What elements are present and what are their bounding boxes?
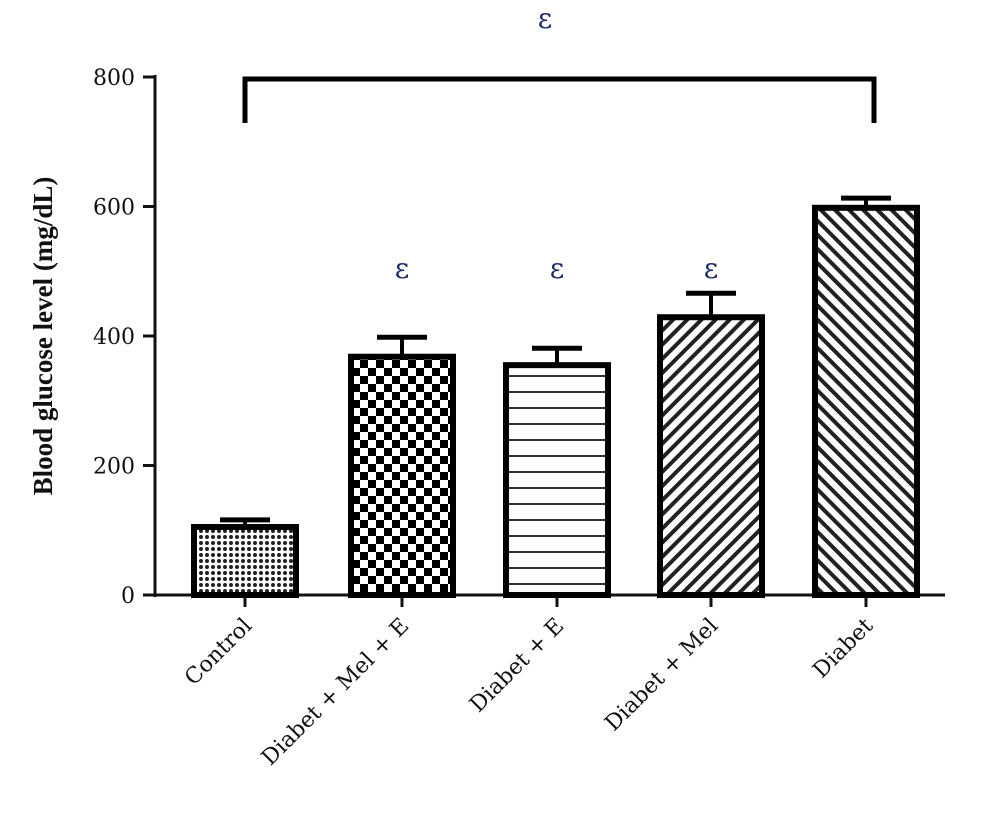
x-tick-label: Diabet + E [465,614,569,718]
y-tick-label: 0 [121,584,135,609]
bar-diabet-e [503,362,611,599]
significance-marker: ε [395,252,410,285]
y-tick-label: 800 [93,66,135,91]
y-tick-label: 600 [93,196,135,221]
bar-diabet-mel-e [348,353,456,598]
significance-marker: ε [550,252,565,285]
significance-marker: ε [704,252,719,285]
bar-control [191,524,299,599]
bar-diabet-mel [657,314,765,598]
y-tick-label: 200 [93,455,135,480]
significance-bracket [242,76,877,123]
x-tick-label: Diabet + Mel [600,614,723,737]
x-tick-label: Diabet [808,613,878,683]
x-tick-label: Control [180,614,257,691]
bar-diabet [812,204,920,598]
y-axis-label: Blood glucose level (mg/dL) [28,177,58,496]
y-tick-label: 400 [93,325,135,350]
bracket-significance-marker: ε [538,2,553,35]
x-tick-label: Diabet + Mel + E [257,614,414,771]
